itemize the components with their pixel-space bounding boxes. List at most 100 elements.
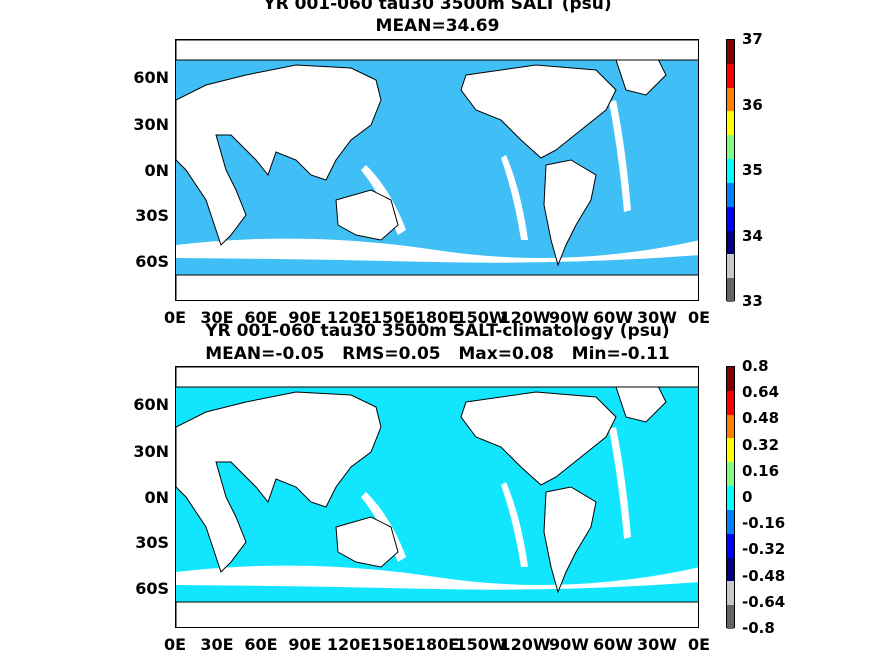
panel2-title-line2: MEAN=-0.05 RMS=0.05 Max=0.08 Min=-0.11 <box>205 344 670 364</box>
shallow-band <box>176 565 698 590</box>
lon-label: 0E <box>163 308 187 327</box>
lon-label: 30W <box>637 635 677 654</box>
colorbar-segment <box>727 581 734 606</box>
lon-label: 120W <box>499 308 551 327</box>
lon-label: 60W <box>593 635 633 654</box>
lon-label: 150W <box>455 635 507 654</box>
landmass <box>176 40 698 61</box>
colorbar-segment <box>727 486 734 511</box>
landmass <box>543 159 597 267</box>
colorbar-segment <box>727 533 734 559</box>
colorbar-segment <box>727 111 734 136</box>
colorbar-segment <box>727 206 734 232</box>
colorbar-segment <box>727 462 734 487</box>
lat-label: 30S <box>135 206 169 225</box>
lat-label: 30S <box>135 533 169 552</box>
shallow-band <box>176 238 698 263</box>
colorbar-segment <box>727 182 734 208</box>
colorbar-segment <box>727 605 734 630</box>
lon-label: 180E <box>414 635 460 654</box>
landmass <box>460 64 617 159</box>
panel1-title-line2: MEAN=34.69 <box>375 16 500 36</box>
landmass <box>335 516 399 568</box>
panel2-title-line1: YR 001-060 tau30 3500m SALT-climatology … <box>205 321 670 341</box>
colorbar-tick-label: 33 <box>742 292 763 310</box>
panel1-title-line1: YR 001-060 tau30 3500m SALT (psu) <box>263 0 612 14</box>
colorbar-segment <box>727 509 734 535</box>
landmass <box>335 189 399 241</box>
colorbar-tick-label: 0.64 <box>742 383 780 402</box>
colorbar-tick-label: 0.32 <box>742 435 780 454</box>
shallow-band <box>609 427 631 539</box>
colorbar-segment <box>727 230 734 255</box>
lat-label: 0N <box>144 161 169 180</box>
colorbar-tick-label: 36 <box>742 95 763 114</box>
lon-label: 0E <box>687 308 711 327</box>
landmass <box>176 367 698 388</box>
shallow-band <box>501 482 528 567</box>
landmass <box>176 601 698 627</box>
lat-label: 60N <box>133 395 169 414</box>
colorbar-segment <box>727 557 734 582</box>
lon-label: 120E <box>326 308 372 327</box>
colorbar-tick-label: -0.8 <box>742 619 775 637</box>
lon-label: 150E <box>370 635 416 654</box>
shallow-band <box>501 155 528 240</box>
lon-label: 90E <box>288 308 322 327</box>
shallow-band <box>609 100 631 212</box>
lon-label: 150E <box>370 308 416 327</box>
colorbar-segment <box>727 135 734 160</box>
landmass <box>176 64 382 246</box>
lat-label: 30N <box>133 442 169 461</box>
panel2-colorbar <box>726 366 735 630</box>
lon-label: 60E <box>244 308 278 327</box>
colorbar-segment <box>727 390 734 416</box>
lat-label: 60N <box>133 68 169 87</box>
lon-label: 180E <box>414 308 460 327</box>
lon-label: 90E <box>288 635 322 654</box>
colorbar-tick-label: 0.48 <box>742 409 780 428</box>
colorbar-tick-label: 34 <box>742 226 763 245</box>
landmass <box>176 274 698 300</box>
colorbar-tick-label: -0.48 <box>742 566 786 585</box>
colorbar-segment <box>727 367 734 392</box>
colorbar-tick-label: -0.64 <box>742 592 786 611</box>
landmass <box>460 391 617 486</box>
lon-label: 150W <box>455 308 507 327</box>
colorbar-tick-label: -0.32 <box>742 540 786 559</box>
colorbar-tick-label: 37 <box>742 30 763 48</box>
lon-label: 120W <box>499 635 551 654</box>
lon-label: 30W <box>637 308 677 327</box>
colorbar-segment <box>727 159 734 184</box>
colorbar-segment <box>727 414 734 439</box>
lon-label: 30E <box>200 308 234 327</box>
colorbar-segment <box>727 254 734 279</box>
lon-label: 0E <box>687 635 711 654</box>
lat-label: 60S <box>135 579 169 598</box>
colorbar-tick-label: -0.16 <box>742 514 786 533</box>
lon-label: 30E <box>200 635 234 654</box>
lon-label: 90W <box>549 308 589 327</box>
panel1-colorbar <box>726 39 735 303</box>
lon-label: 0E <box>163 635 187 654</box>
colorbar-tick-label: 35 <box>742 161 763 179</box>
colorbar-segment <box>727 438 734 463</box>
landmass <box>176 391 382 573</box>
lon-label: 90W <box>549 635 589 654</box>
colorbar-tick-label: 0.16 <box>742 461 780 480</box>
lon-label: 60W <box>593 308 633 327</box>
colorbar-segment <box>727 63 734 89</box>
colorbar-segment <box>727 87 734 112</box>
panel1-map <box>175 39 699 301</box>
lat-label: 30N <box>133 115 169 134</box>
landmass <box>543 486 597 594</box>
colorbar-segment <box>727 278 734 303</box>
colorbar-tick-label: 0 <box>742 488 753 506</box>
colorbar-tick-label: 0.8 <box>742 357 769 375</box>
lon-label: 120E <box>326 635 372 654</box>
lat-label: 60S <box>135 252 169 271</box>
lat-label: 0N <box>144 488 169 507</box>
panel2-map <box>175 366 699 628</box>
lon-label: 60E <box>244 635 278 654</box>
colorbar-segment <box>727 40 734 65</box>
